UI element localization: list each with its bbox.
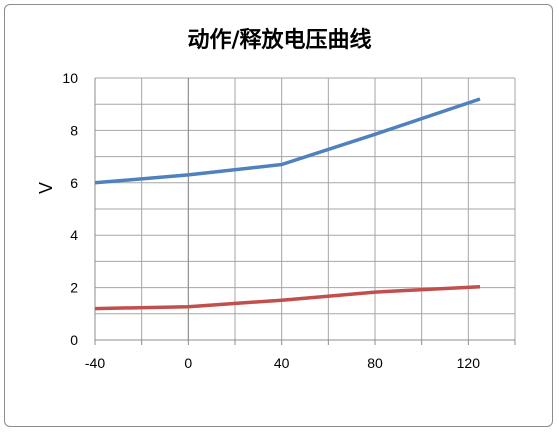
grid-layer <box>94 77 516 341</box>
x-tick-label: 0 <box>184 355 192 371</box>
y-tick-label: 10 <box>62 70 78 86</box>
x-tick-label: 120 <box>457 355 481 371</box>
y-tick-label: 0 <box>70 332 78 348</box>
label-layer: 0 2 4 6 8 10 -40 0 40 80 120 V <box>36 70 480 371</box>
x-tick-label: 80 <box>367 355 383 371</box>
x-tick-label: -40 <box>85 355 105 371</box>
y-tick-label: 6 <box>70 175 78 191</box>
series-layer <box>94 97 481 311</box>
axis-layer <box>94 78 516 345</box>
series-line-1 <box>94 97 481 185</box>
y-tick-label: 8 <box>70 122 78 138</box>
chart-title: 动作/释放电压曲线 <box>187 28 372 53</box>
x-tick-label: 40 <box>274 355 290 371</box>
y-tick-label: 2 <box>70 280 78 296</box>
y-axis-label: V <box>36 182 56 194</box>
y-tick-label: 4 <box>70 227 78 243</box>
series-line-2 <box>94 285 481 311</box>
